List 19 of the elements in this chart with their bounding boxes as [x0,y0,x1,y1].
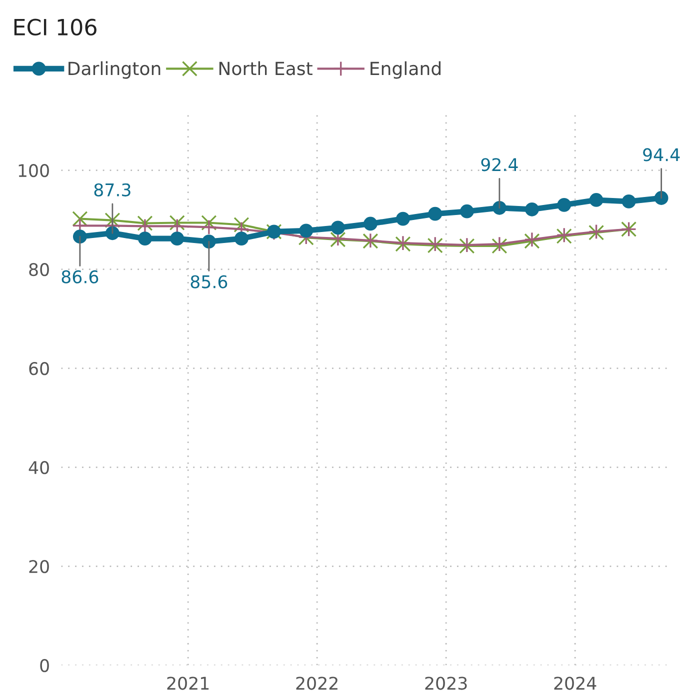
y-tick-label: 60 [29,362,49,376]
legend-label: Darlington [68,61,160,79]
y-tick-label: 20 [29,560,49,574]
x-tick-label: 2022 [296,676,338,690]
x-tick-label: 2024 [554,676,596,690]
data-label: 92.4 [481,158,518,172]
data-label: 87.3 [94,183,130,196]
y-tick-label: 100 [18,164,49,178]
x-tick-label: 2021 [167,676,209,690]
legend-label: England [370,61,440,79]
data-label: 86.6 [62,270,98,284]
data-label: 85.6 [190,275,228,288]
y-tick-label: 80 [29,262,49,276]
x-tick-label: 2023 [425,676,467,690]
legend-label: North East [219,61,312,76]
data-label: 94.4 [643,148,680,162]
y-tick-label: 0 [40,658,49,672]
y-tick-label: 40 [28,460,49,474]
chart-title: ECI 106 [14,18,96,36]
